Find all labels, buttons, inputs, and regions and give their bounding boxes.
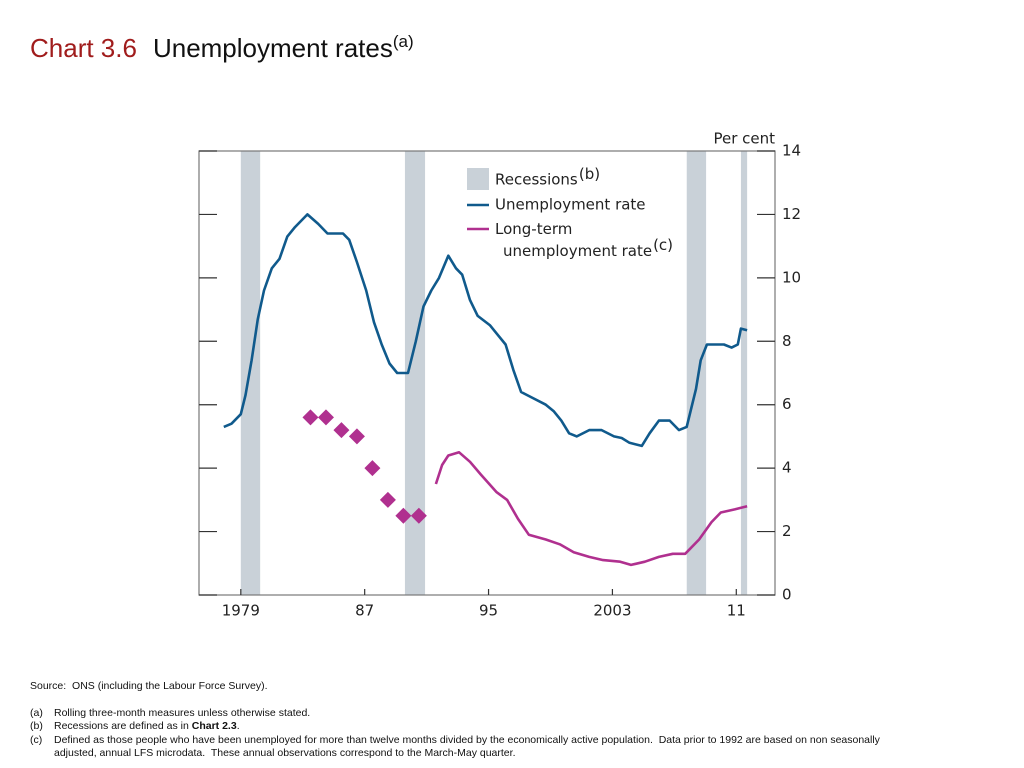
- chart-number: Chart 3.6: [30, 33, 137, 63]
- legend-label: Unemployment rate: [495, 196, 646, 214]
- y-unit: Per cent: [713, 130, 775, 148]
- recession: [740, 151, 748, 595]
- legend-label: Long-term unemployment rate: [495, 220, 652, 260]
- y-tick-label: 2: [782, 522, 792, 540]
- x-tick-label: 2003: [593, 602, 631, 620]
- note-text: Recessions are defined as in: [54, 720, 192, 732]
- plot-frame: [198, 150, 776, 596]
- y-tick-label: 12: [782, 205, 801, 223]
- chart-title: Chart 3.6 Unemployment rates(a): [30, 32, 414, 63]
- annual-marker: [348, 428, 365, 445]
- note-text: .: [236, 720, 240, 732]
- recession: [686, 151, 707, 595]
- y-tick-label: 10: [782, 268, 801, 286]
- series-line: [434, 451, 748, 567]
- note-ref: Chart 2.3: [191, 720, 237, 732]
- note-marker: (a): [30, 706, 43, 719]
- annual-marker: [410, 507, 427, 524]
- y-tick-label: 8: [782, 332, 792, 350]
- x-tick-label: 95: [479, 602, 498, 620]
- source: Source: ONS (including the Labour Force …: [30, 680, 268, 692]
- legend-note: (b): [579, 165, 600, 183]
- annual-marker: [317, 409, 334, 426]
- legend-label: Recessions: [495, 171, 578, 189]
- annual-marker: [364, 460, 381, 477]
- notes: Source: ONS (including the Labour Force …: [30, 680, 910, 761]
- note-text: Rolling three-month measures unless othe…: [54, 706, 311, 719]
- note-text: Defined as those people who have been un…: [54, 733, 883, 760]
- title-text: Unemployment rates: [153, 33, 393, 63]
- series-line: [223, 213, 748, 448]
- y-tick-label: 4: [782, 459, 792, 477]
- recession: [404, 151, 426, 595]
- title-note: (a): [393, 32, 414, 51]
- x-tick-label: 87: [355, 602, 374, 620]
- x-tick-label: 11: [727, 602, 746, 620]
- annual-marker: [302, 409, 319, 426]
- annual-marker: [395, 507, 412, 524]
- annual-marker: [379, 491, 396, 508]
- note-marker: (c): [30, 733, 43, 746]
- y-tick-label: 0: [782, 586, 792, 604]
- legend-note: (c): [653, 236, 673, 254]
- annual-marker: [333, 422, 350, 439]
- y-tick-label: 14: [782, 142, 801, 160]
- x-tick-label: 1979: [222, 602, 260, 620]
- note-marker: (b): [30, 720, 43, 732]
- legend-swatch: [467, 168, 489, 190]
- y-tick-label: 6: [782, 395, 792, 413]
- chart: Chart 3.6 Unemployment rates(a) Per cent …: [30, 32, 801, 620]
